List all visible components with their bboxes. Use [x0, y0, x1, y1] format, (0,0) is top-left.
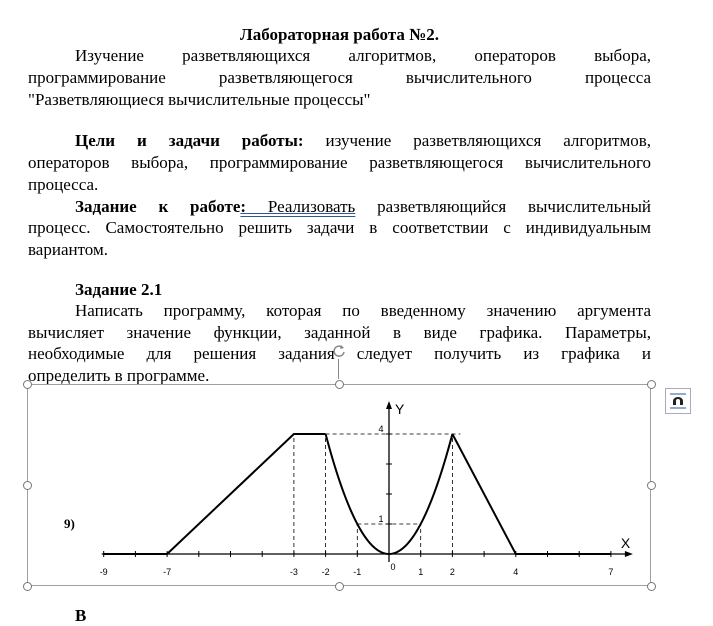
layout-options-button[interactable]	[665, 388, 691, 414]
task-line: Задание к работе: Реализовать разветвляю…	[75, 197, 652, 216]
function-segment	[324, 433, 454, 556]
x-axis-arrow	[624, 551, 633, 557]
goals-line: операторов выбора, программирование разв…	[28, 153, 651, 172]
y-axis-arrow	[386, 401, 392, 409]
y-tick-label: 4	[378, 424, 383, 434]
resize-handle[interactable]	[23, 380, 32, 389]
intro-line: Изучение разветвляющихся алгоритмов, опе…	[75, 46, 651, 65]
y-tick-label: 1	[378, 514, 383, 524]
resize-handle[interactable]	[647, 380, 656, 389]
resize-handle[interactable]	[23, 481, 32, 490]
x-tick-label: -2	[322, 567, 330, 577]
intro-line: "Разветвляющиеся вычислительные процессы…	[28, 90, 371, 109]
next-paragraph: В	[75, 606, 87, 625]
function-segment	[451, 433, 611, 555]
section-title: Задание 2.1	[75, 280, 163, 299]
resize-handle[interactable]	[647, 582, 656, 591]
x-tick-label: 1	[418, 567, 423, 577]
x-tick-label: 7	[608, 567, 613, 577]
resize-handle[interactable]	[647, 481, 656, 490]
section-line: необходимые для решения задания следует …	[28, 344, 651, 363]
x-tick-label: -7	[163, 567, 171, 577]
x-tick-label: -3	[290, 567, 298, 577]
section-line: вычисляет значение функции, заданной в в…	[28, 323, 651, 342]
x-tick-label: -9	[100, 567, 108, 577]
x-tick-label: 2	[450, 567, 455, 577]
task-line: процесс. Самостоятельно решить задачи в …	[28, 218, 651, 237]
rotate-handle-stem	[338, 359, 339, 379]
goals-line: Цели и задачи работы: изучение разветвля…	[75, 131, 651, 150]
goals-line: процесса.	[28, 175, 99, 194]
resize-handle[interactable]	[335, 380, 344, 389]
section-line: Написать программу, которая по введенном…	[75, 301, 651, 320]
x-tick-label: -1	[353, 567, 361, 577]
resize-handle[interactable]	[335, 582, 344, 591]
function-segment	[103, 433, 326, 555]
layout-options-icon	[670, 393, 686, 409]
intro-line: программирование разветвляющегося вычисл…	[28, 68, 651, 87]
x-tick-label: 0	[390, 562, 395, 572]
task-line: вариантом.	[28, 240, 108, 259]
doc-title: Лабораторная работа №2.	[240, 25, 439, 44]
resize-handle[interactable]	[23, 582, 32, 591]
section-line: определить в программе.	[28, 366, 210, 385]
y-axis-label: Y	[395, 401, 405, 417]
x-axis-label: X	[621, 535, 631, 551]
variant-label: 9)	[64, 516, 75, 531]
x-tick-label: 4	[513, 567, 518, 577]
rotate-handle-icon[interactable]	[330, 342, 348, 360]
